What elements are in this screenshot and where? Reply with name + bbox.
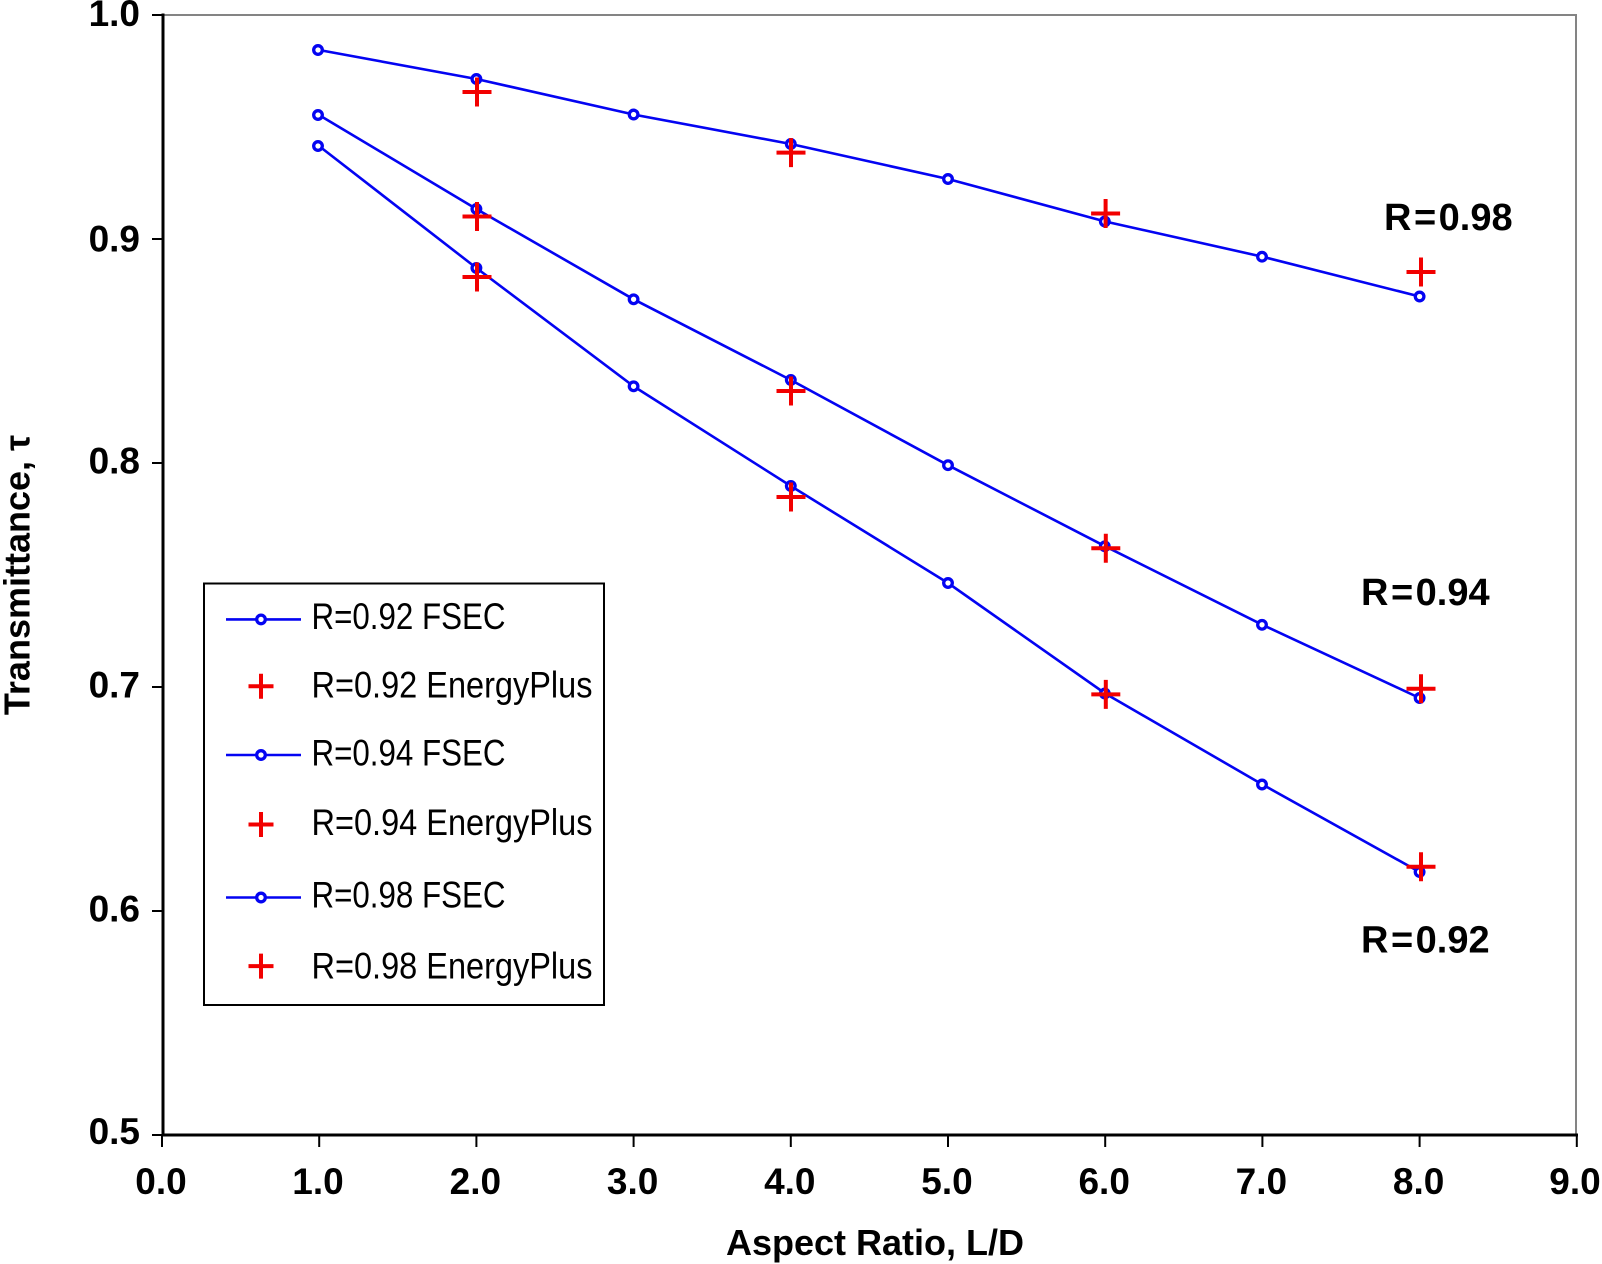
svg-text:0.5: 0.5 [89, 1111, 140, 1152]
svg-text:R=0.92 EnergyPlus: R=0.92 EnergyPlus [312, 665, 593, 706]
svg-text:R=0.94 EnergyPlus: R=0.94 EnergyPlus [312, 802, 593, 843]
svg-text:7.0: 7.0 [1236, 1161, 1287, 1202]
svg-text:R=0.98 EnergyPlus: R=0.98 EnergyPlus [312, 946, 593, 987]
svg-text:R=0.94: R=0.94 [1361, 572, 1490, 614]
svg-text:0.8: 0.8 [89, 441, 140, 482]
svg-text:5.0: 5.0 [921, 1161, 972, 1202]
svg-text:2.0: 2.0 [450, 1161, 501, 1202]
svg-text:R=0.94 FSEC: R=0.94 FSEC [312, 733, 506, 774]
svg-text:0.9: 0.9 [89, 219, 140, 260]
svg-text:4.0: 4.0 [764, 1161, 815, 1202]
svg-text:3.0: 3.0 [607, 1161, 658, 1202]
svg-text:R=0.92: R=0.92 [1361, 920, 1490, 962]
svg-text:0.7: 0.7 [89, 665, 140, 706]
svg-text:Aspect Ratio, L/D: Aspect Ratio, L/D [726, 1222, 1024, 1263]
svg-text:0.6: 0.6 [89, 889, 140, 930]
svg-text:R=0.98: R=0.98 [1384, 197, 1513, 239]
svg-text:R=0.92 FSEC: R=0.92 FSEC [312, 596, 506, 637]
svg-text:R=0.98 FSEC: R=0.98 FSEC [312, 875, 506, 916]
svg-text:1.0: 1.0 [89, 0, 140, 34]
svg-text:6.0: 6.0 [1078, 1161, 1129, 1202]
svg-text:1.0: 1.0 [292, 1161, 343, 1202]
svg-text:9.0: 9.0 [1549, 1161, 1600, 1202]
svg-text:8.0: 8.0 [1393, 1161, 1444, 1202]
svg-text:0.0: 0.0 [135, 1161, 186, 1202]
svg-text:Transmittance, τ: Transmittance, τ [0, 435, 38, 715]
